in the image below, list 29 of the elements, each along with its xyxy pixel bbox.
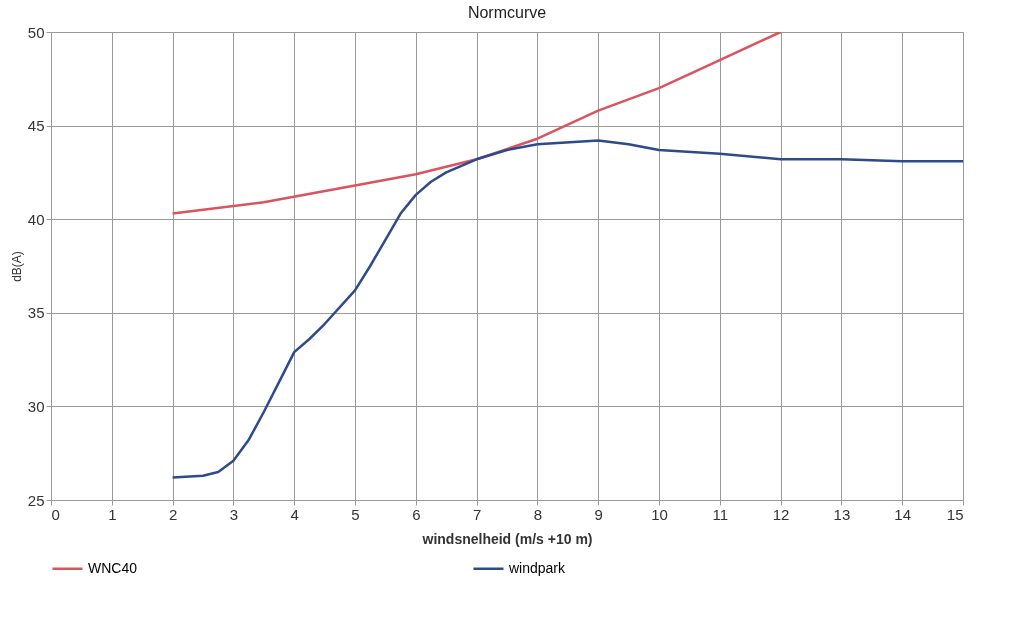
x-tick-label: 2	[168, 505, 178, 523]
line-series	[171, 139, 963, 479]
x-tick-label: 0	[51, 505, 60, 523]
line-series	[171, 32, 782, 215]
y-tick-label: 35	[27, 304, 45, 322]
x-tick-label: 5	[351, 505, 360, 523]
x-tick-label: 9	[594, 505, 603, 523]
y-tick-label: 30	[27, 397, 45, 415]
x-tick-label: 1	[108, 505, 117, 523]
y-tick-label: 45	[27, 117, 45, 135]
y-tick-label: 40	[27, 210, 45, 228]
x-tick-label: 13	[833, 505, 851, 523]
x-tick-label: 8	[533, 505, 543, 523]
x-tick-label: 10	[651, 505, 668, 523]
x-axis-title: windsnelheid (m/s +10 m)	[421, 530, 593, 547]
y-axis-title: dB(A)	[9, 251, 24, 282]
x-tick-label: 12	[772, 505, 790, 523]
x-tick-label: 6	[412, 505, 421, 523]
chart-title: Normcurve	[467, 4, 547, 21]
x-tick-label: 7	[472, 505, 482, 523]
legend-label: windpark	[508, 559, 567, 576]
y-tick-label: 25	[27, 491, 45, 509]
x-tick-label: 14	[894, 505, 912, 523]
x-tick-label: 11	[712, 505, 729, 523]
legend-label: WNC40	[88, 559, 138, 576]
x-tick-label: 3	[229, 505, 239, 523]
y-tick-label: 50	[27, 23, 45, 41]
x-tick-label: 4	[290, 505, 299, 523]
x-tick-label: 15	[946, 505, 964, 523]
